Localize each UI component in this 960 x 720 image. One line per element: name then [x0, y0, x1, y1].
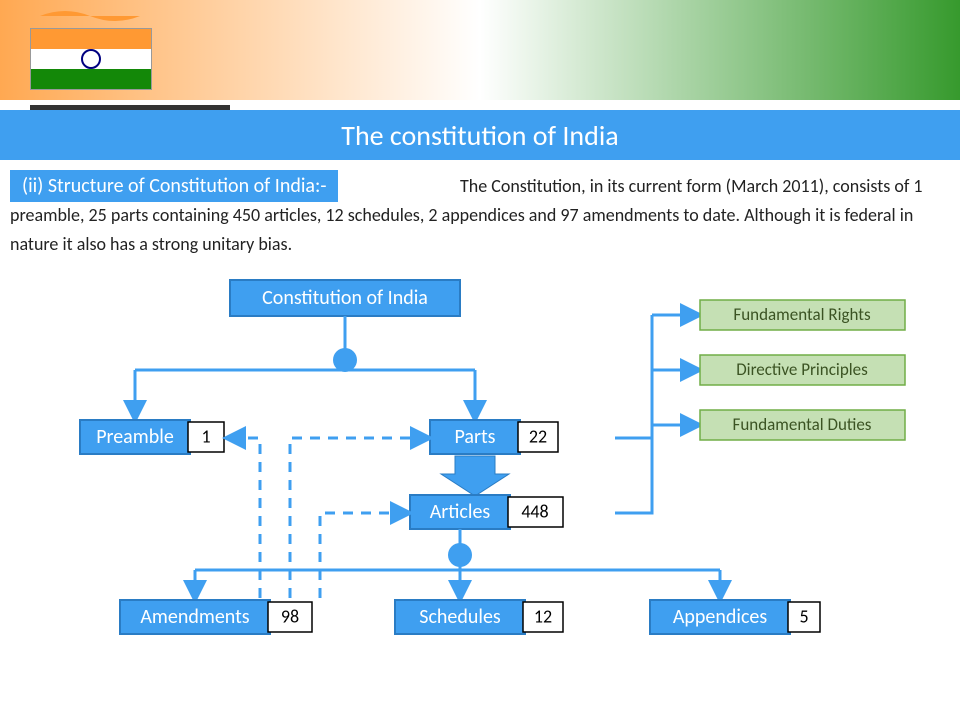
- india-flag-icon: [30, 20, 150, 90]
- node-appendices-value: 5: [799, 605, 808, 627]
- intro-paragraph: The Constitution, in its current form (M…: [10, 172, 940, 258]
- page-title: The constitution of India: [0, 110, 960, 160]
- leaf-fundamental-duties-label: Fundamental Duties: [733, 414, 872, 435]
- node-amendments-label: Amendments: [140, 605, 249, 629]
- node-root-label: Constitution of India: [262, 286, 428, 310]
- big-arrow-icon: [441, 456, 509, 496]
- node-appendices-label: Appendices: [673, 605, 768, 629]
- node-preamble-value: 1: [201, 425, 210, 447]
- structure-diagram: Constitution of India Preamble 1 Parts 2…: [0, 270, 960, 720]
- node-amendments-value: 98: [281, 605, 299, 627]
- leaf-fundamental-rights-label: Fundamental Rights: [733, 304, 871, 325]
- node-articles-value: 448: [521, 500, 548, 522]
- node-parts-value: 22: [529, 425, 547, 447]
- node-preamble-label: Preamble: [96, 425, 174, 449]
- node-schedules-label: Schedules: [419, 605, 501, 629]
- leaf-directive-principles-label: Directive Principles: [736, 359, 868, 380]
- node-articles-label: Articles: [430, 500, 491, 524]
- node-schedules-value: 12: [534, 605, 552, 627]
- node-parts-label: Parts: [455, 425, 496, 449]
